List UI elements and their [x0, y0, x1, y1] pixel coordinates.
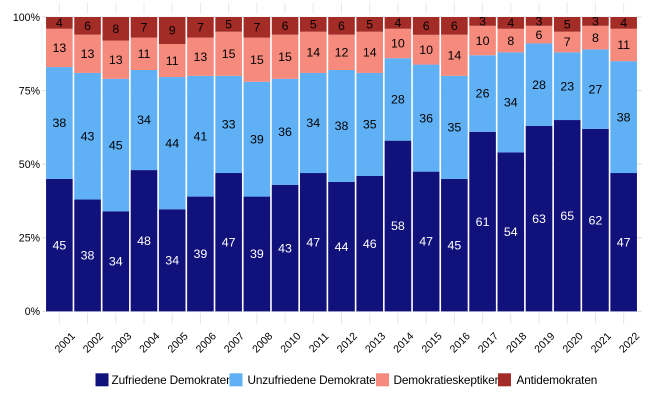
svg-text:36: 36	[278, 125, 292, 139]
svg-text:47: 47	[306, 235, 320, 249]
svg-text:39: 39	[250, 247, 264, 261]
svg-text:7: 7	[197, 21, 204, 35]
svg-text:43: 43	[81, 129, 95, 143]
svg-text:46: 46	[363, 237, 377, 251]
svg-text:14: 14	[363, 46, 377, 60]
svg-text:13: 13	[52, 41, 66, 55]
svg-text:Unzufriedene Demokraten: Unzufriedene Demokraten	[248, 373, 382, 387]
svg-text:15: 15	[222, 47, 236, 61]
svg-text:5: 5	[564, 18, 571, 32]
svg-text:34: 34	[306, 116, 320, 130]
svg-text:10: 10	[476, 34, 490, 48]
svg-text:35: 35	[363, 118, 377, 132]
svg-text:10: 10	[419, 43, 433, 57]
svg-text:34: 34	[109, 255, 123, 269]
svg-text:15: 15	[278, 50, 292, 64]
svg-text:38: 38	[617, 110, 631, 124]
svg-text:100%: 100%	[13, 12, 41, 24]
svg-text:33: 33	[222, 118, 236, 132]
svg-text:12: 12	[335, 46, 349, 60]
svg-text:3: 3	[479, 15, 486, 29]
svg-text:34: 34	[165, 254, 179, 268]
svg-text:11: 11	[166, 54, 179, 68]
svg-text:6: 6	[84, 19, 91, 33]
svg-text:45: 45	[52, 238, 66, 252]
svg-text:28: 28	[532, 78, 546, 92]
svg-text:38: 38	[335, 119, 349, 133]
svg-text:35: 35	[447, 121, 461, 135]
svg-text:8: 8	[592, 31, 599, 45]
svg-text:58: 58	[391, 219, 405, 233]
svg-text:25%: 25%	[19, 233, 41, 245]
svg-text:6: 6	[423, 19, 430, 33]
svg-text:4: 4	[56, 16, 63, 30]
svg-text:3: 3	[536, 15, 543, 29]
svg-text:48: 48	[137, 234, 151, 248]
svg-text:13: 13	[109, 53, 123, 67]
svg-text:0%: 0%	[25, 306, 41, 318]
svg-text:6: 6	[338, 19, 345, 33]
svg-text:Zufriedene Demokraten: Zufriedene Demokraten	[112, 373, 233, 387]
svg-text:5: 5	[366, 18, 373, 32]
svg-text:6: 6	[451, 19, 458, 33]
svg-text:13: 13	[81, 47, 95, 61]
svg-text:47: 47	[419, 235, 433, 249]
svg-text:63: 63	[532, 212, 546, 226]
svg-text:5: 5	[225, 18, 232, 32]
svg-text:4: 4	[394, 16, 401, 30]
svg-text:10: 10	[391, 37, 405, 51]
svg-text:5: 5	[310, 18, 317, 32]
svg-text:4: 4	[507, 16, 514, 30]
svg-text:11: 11	[138, 47, 151, 61]
svg-text:7: 7	[253, 21, 260, 35]
svg-text:23: 23	[560, 79, 574, 93]
svg-text:Antidemokraten: Antidemokraten	[517, 373, 598, 387]
svg-text:11: 11	[617, 38, 630, 52]
svg-text:47: 47	[617, 235, 631, 249]
svg-text:50%: 50%	[19, 159, 41, 171]
svg-text:61: 61	[476, 215, 490, 229]
svg-text:45: 45	[109, 138, 123, 152]
svg-text:13: 13	[194, 50, 208, 64]
svg-text:39: 39	[250, 132, 264, 146]
svg-text:14: 14	[447, 48, 461, 62]
svg-text:75%: 75%	[19, 85, 41, 97]
svg-text:27: 27	[589, 82, 603, 96]
svg-text:41: 41	[194, 129, 208, 143]
svg-text:43: 43	[278, 241, 292, 255]
svg-text:36: 36	[419, 111, 433, 125]
svg-text:39: 39	[194, 247, 208, 261]
svg-text:45: 45	[447, 238, 461, 252]
svg-text:44: 44	[165, 136, 179, 150]
svg-text:34: 34	[137, 113, 151, 127]
svg-text:8: 8	[507, 34, 514, 48]
svg-text:54: 54	[504, 225, 518, 239]
svg-text:44: 44	[335, 240, 349, 254]
svg-text:7: 7	[141, 21, 148, 35]
svg-text:Demokratieskeptiker: Demokratieskeptiker	[394, 373, 499, 387]
svg-text:28: 28	[391, 93, 405, 107]
svg-text:7: 7	[564, 35, 571, 49]
svg-text:9: 9	[169, 24, 176, 38]
svg-text:47: 47	[222, 235, 236, 249]
svg-text:38: 38	[52, 116, 66, 130]
svg-text:6: 6	[282, 19, 289, 33]
svg-text:15: 15	[250, 53, 264, 67]
svg-text:8: 8	[112, 22, 119, 36]
svg-text:38: 38	[81, 249, 95, 263]
svg-text:34: 34	[504, 96, 518, 110]
svg-text:4: 4	[620, 16, 627, 30]
svg-text:6: 6	[536, 28, 543, 42]
svg-text:65: 65	[560, 209, 574, 223]
svg-text:26: 26	[476, 87, 490, 101]
svg-text:14: 14	[306, 46, 320, 60]
svg-text:3: 3	[592, 15, 599, 29]
svg-text:62: 62	[589, 213, 603, 227]
